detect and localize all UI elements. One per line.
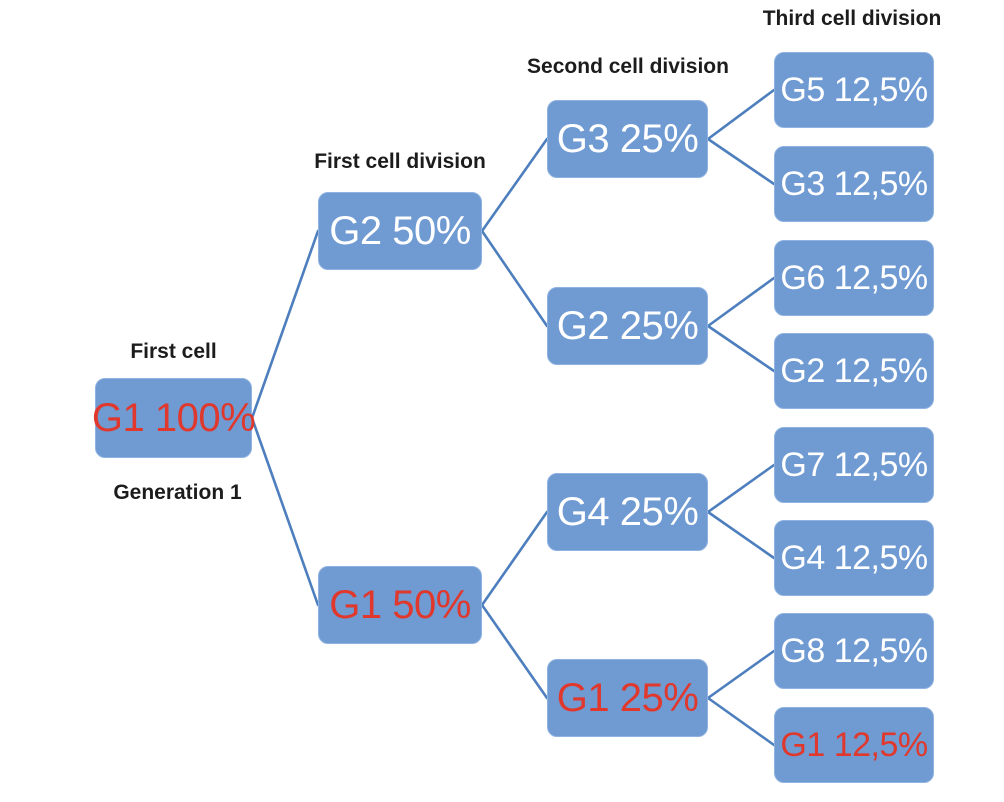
node-g8-125: G8 12,5% (774, 613, 934, 689)
node-g4-125: G4 12,5% (774, 520, 934, 596)
node-g1-125: G1 12,5% (774, 707, 934, 783)
node-label: G1 25% (556, 675, 699, 720)
node-g3-25: G3 25% (547, 100, 708, 178)
label-first-cell-division: First cell division (314, 150, 486, 173)
connector-g225-g2125 (706, 324, 776, 373)
node-label: G1 100% (91, 395, 256, 440)
node-label: G3 12,5% (780, 164, 928, 203)
connector-g1100-g150 (250, 416, 320, 607)
connector-g150-g425 (480, 510, 549, 607)
node-g2-25: G2 25% (547, 287, 708, 365)
connector-g125-g1125 (706, 696, 776, 747)
node-g6-125: G6 12,5% (774, 240, 934, 316)
node-label: G2 25% (556, 303, 699, 348)
connector-g150-g125 (480, 603, 549, 700)
node-label: G4 25% (556, 489, 699, 534)
node-label: G1 12,5% (780, 725, 928, 764)
label-generation-1: Generation 1 (113, 481, 242, 504)
connector-g325-g5125 (706, 88, 776, 141)
node-g1-50: G1 50% (318, 566, 482, 644)
node-label: G8 12,5% (780, 631, 928, 670)
connector-g250-g225 (480, 229, 549, 328)
node-g2-50: G2 50% (318, 192, 482, 270)
node-g1-100: G1 100% (91, 378, 256, 458)
node-g3-125: G3 12,5% (774, 146, 934, 222)
connector-g250-g325 (480, 137, 549, 233)
label-third-cell-division: Third cell division (762, 7, 942, 30)
connector-g325-g3125 (706, 137, 776, 186)
node-label: G1 50% (329, 582, 471, 627)
node-label: G2 50% (329, 208, 471, 253)
label-first-cell: First cell (130, 340, 217, 363)
node-label: G2 12,5% (780, 351, 928, 390)
node-g1-25: G1 25% (547, 659, 708, 737)
node-g7-125: G7 12,5% (774, 427, 934, 503)
node-label: G6 12,5% (780, 258, 928, 297)
node-label: G4 12,5% (780, 538, 928, 577)
node-g4-25: G4 25% (547, 473, 708, 551)
label-second-cell-division: Second cell division (527, 55, 729, 78)
connector-g1100-g250 (250, 229, 320, 420)
connector-g425-g7125 (706, 463, 776, 514)
node-g2-125: G2 12,5% (774, 333, 934, 409)
connector-g425-g4125 (706, 510, 776, 560)
connector-g225-g6125 (706, 276, 776, 328)
node-g5-125: G5 12,5% (774, 52, 934, 128)
connector-g125-g8125 (706, 649, 776, 700)
node-label: G5 12,5% (780, 70, 928, 109)
node-label: G7 12,5% (780, 445, 928, 484)
node-label: G3 25% (556, 116, 699, 161)
